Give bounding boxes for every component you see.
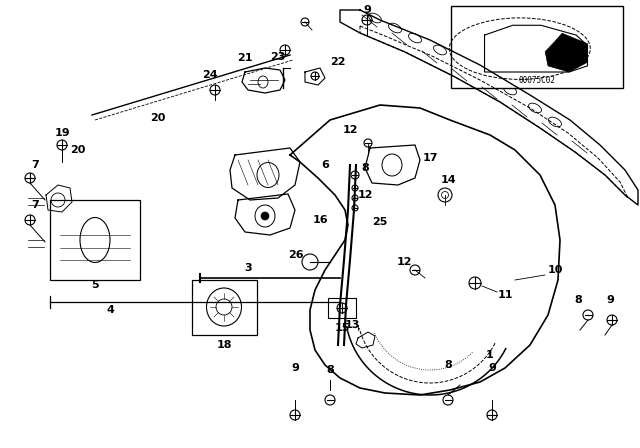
Polygon shape (545, 33, 588, 72)
Text: 14: 14 (440, 175, 456, 185)
Text: 8: 8 (326, 365, 334, 375)
Text: 24: 24 (202, 70, 218, 80)
Bar (192, 280, 257, 335)
Bar (451, 6, 623, 88)
Text: 20: 20 (150, 113, 166, 123)
Text: 12: 12 (357, 190, 372, 200)
Text: 1: 1 (486, 350, 494, 360)
Text: 00075C02: 00075C02 (518, 76, 556, 85)
Text: 10: 10 (547, 265, 563, 275)
Text: 19: 19 (54, 128, 70, 138)
Text: 12: 12 (396, 257, 412, 267)
Text: 3: 3 (244, 263, 252, 273)
Text: 23: 23 (270, 52, 285, 62)
Text: 9: 9 (488, 363, 496, 373)
Text: 21: 21 (237, 53, 253, 63)
Text: 8: 8 (574, 295, 582, 305)
Bar (50, 200, 140, 280)
Text: 6: 6 (321, 160, 329, 170)
Text: 13: 13 (344, 320, 360, 330)
Circle shape (261, 212, 269, 220)
Text: 7: 7 (31, 200, 39, 210)
Text: 15: 15 (334, 323, 349, 333)
Text: 7: 7 (31, 160, 39, 170)
Text: 20: 20 (70, 145, 86, 155)
Bar (328, 298, 356, 318)
Text: 22: 22 (330, 57, 346, 67)
Text: 11: 11 (497, 290, 513, 300)
Text: 18: 18 (216, 340, 232, 350)
Text: 9: 9 (291, 363, 299, 373)
Text: 26: 26 (288, 250, 304, 260)
Text: 5: 5 (91, 280, 99, 290)
Text: 9: 9 (363, 5, 371, 15)
Text: 8: 8 (361, 163, 369, 173)
Text: 2: 2 (571, 45, 579, 55)
Text: 8: 8 (444, 360, 452, 370)
Text: 25: 25 (372, 217, 388, 227)
Text: 9: 9 (606, 295, 614, 305)
Text: 16: 16 (312, 215, 328, 225)
Text: 4: 4 (106, 305, 114, 315)
Text: 12: 12 (342, 125, 358, 135)
Text: 17: 17 (422, 153, 438, 163)
